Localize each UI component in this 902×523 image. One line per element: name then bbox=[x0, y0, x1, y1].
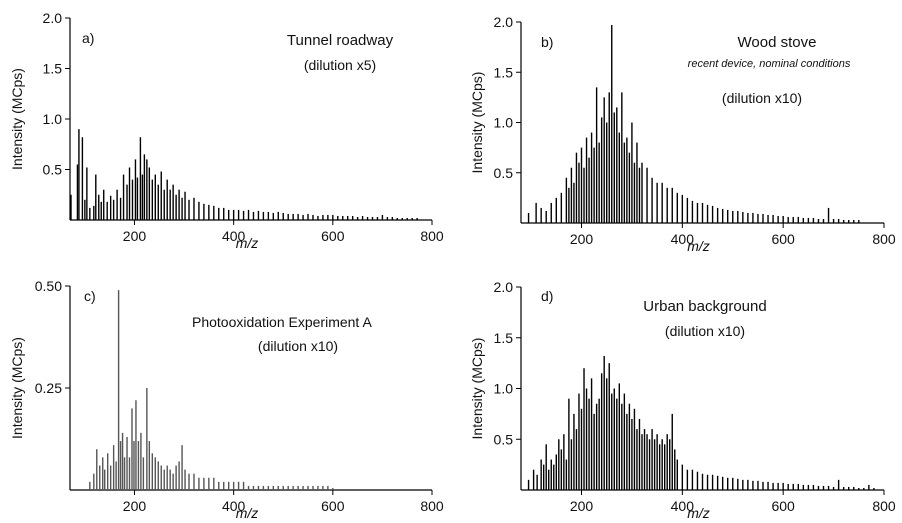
panel-c-y-axis-label: Intensity (MCps) bbox=[9, 337, 25, 439]
panel-a-x-tick-label: 800 bbox=[420, 228, 444, 244]
panel-a-title: Tunnel roadway bbox=[287, 32, 394, 49]
panel-a-y-tick-label: 1.0 bbox=[43, 111, 63, 127]
panel-b-x-axis-label: m/z bbox=[687, 238, 710, 254]
panel-b-y-tick-label: 1.0 bbox=[494, 115, 514, 131]
panel-c-y-tick-label: 0.50 bbox=[35, 278, 62, 294]
panel-d-y-tick-label: 2.0 bbox=[494, 279, 514, 295]
panel-a-x-tick-label: 200 bbox=[123, 228, 147, 244]
panel-b-x-tick-label: 400 bbox=[671, 231, 695, 247]
panel-c-x-tick-label: 400 bbox=[222, 498, 246, 514]
panel-a-y-tick-label: 1.5 bbox=[43, 61, 63, 77]
panel-d-x-tick-label: 400 bbox=[671, 498, 695, 514]
panel-a-y-axis-label: Intensity (MCps) bbox=[9, 68, 25, 170]
panel-d-y-tick-label: 0.5 bbox=[494, 431, 514, 447]
panel-c-label: c) bbox=[84, 288, 96, 304]
panel-c-x-tick-label: 200 bbox=[123, 498, 147, 514]
panel-b-subtitle: (dilution x10) bbox=[722, 90, 802, 106]
panel-d-x-tick-label: 800 bbox=[872, 498, 896, 514]
panel-a-label: a) bbox=[82, 30, 94, 46]
panel-c-y-tick-label: 0.25 bbox=[35, 380, 62, 396]
panel-b-y-tick-label: 1.5 bbox=[494, 64, 514, 80]
panel-d-x-tick-label: 200 bbox=[570, 498, 594, 514]
panel-b-x-tick-label: 600 bbox=[771, 231, 795, 247]
panel-a-x-axis-label: m/z bbox=[236, 235, 259, 251]
panel-b-x-tick-label: 200 bbox=[570, 231, 594, 247]
panel-b-y-tick-label: 2.0 bbox=[494, 14, 514, 30]
panel-a-y-tick-label: 2.0 bbox=[43, 10, 63, 26]
panel-d-y-axis-label: Intensity (MCps) bbox=[469, 338, 485, 440]
panel-a-subtitle: (dilution x5) bbox=[304, 57, 376, 73]
panel-a-x-tick-label: 400 bbox=[222, 228, 246, 244]
panel-c-subtitle: (dilution x10) bbox=[258, 338, 338, 354]
panel-d-subtitle: (dilution x10) bbox=[665, 323, 745, 339]
panel-c-title: Photooxidation Experiment A bbox=[192, 314, 372, 330]
panel-b-title: Wood stove bbox=[738, 34, 817, 51]
panel-b-y-axis-label: Intensity (MCps) bbox=[469, 72, 485, 174]
panel-c-x-tick-label: 600 bbox=[321, 498, 345, 514]
panel-b-x-tick-label: 800 bbox=[872, 231, 896, 247]
panel-a-x-tick-label: 600 bbox=[321, 228, 345, 244]
panel-b-note: recent device, nominal conditions bbox=[688, 58, 851, 70]
panel-d-label: d) bbox=[541, 288, 553, 304]
panel-c-x-tick-label: 800 bbox=[420, 498, 444, 514]
panel-d-title: Urban background bbox=[643, 298, 766, 315]
panel-d-y-tick-label: 1.5 bbox=[494, 330, 514, 346]
panel-d-x-axis-label: m/z bbox=[687, 505, 710, 521]
panel-d-y-tick-label: 1.0 bbox=[494, 381, 514, 397]
panel-c-x-axis-label: m/z bbox=[236, 505, 259, 521]
panel-b-y-tick-label: 0.5 bbox=[494, 165, 514, 181]
panel-b-label: b) bbox=[541, 34, 553, 50]
panel-d-x-tick-label: 600 bbox=[771, 498, 795, 514]
panel-a-y-tick-label: 0.5 bbox=[43, 162, 63, 178]
